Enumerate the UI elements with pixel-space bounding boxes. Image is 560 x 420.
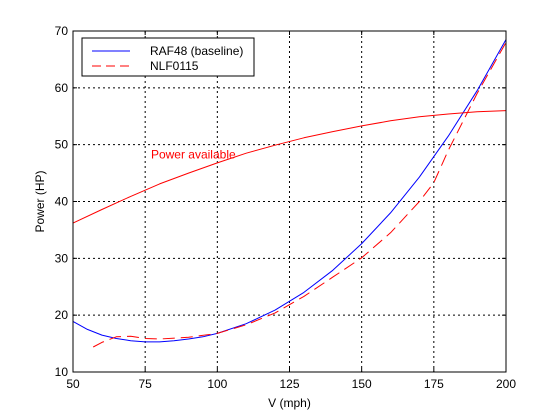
x-tick-label: 100 xyxy=(207,377,227,391)
legend-box xyxy=(81,37,255,77)
grid xyxy=(73,31,506,372)
x-tick-label: 150 xyxy=(352,377,372,391)
series-line-power-available xyxy=(72,110,507,224)
y-tick-label: 40 xyxy=(55,195,69,209)
y-axis-label: Power (HP) xyxy=(33,170,47,232)
x-tick-label: 175 xyxy=(424,377,444,391)
x-tick-label: 50 xyxy=(66,377,80,391)
legend-label-raf48: RAF48 (baseline) xyxy=(150,44,243,58)
y-tick-label: 50 xyxy=(55,138,69,152)
ticks: 50 75 100 125 150 175 200 10 20 30 40 50 60 70 xyxy=(55,24,517,391)
legend-label-nlf0115: NLF0115 xyxy=(150,59,199,73)
y-tick-label: 30 xyxy=(55,251,69,265)
series-layer xyxy=(72,39,507,348)
series-line-nlf0115 xyxy=(92,42,507,348)
x-axis-label: V (mph) xyxy=(268,396,311,410)
x-tick-label: 200 xyxy=(496,377,516,391)
y-tick-label: 70 xyxy=(55,24,69,38)
annotation-power-available: Power available xyxy=(151,147,236,161)
x-tick-label: 125 xyxy=(279,377,299,391)
x-tick-label: 75 xyxy=(138,377,152,391)
y-tick-label: 60 xyxy=(55,81,69,95)
legend: RAF48 (baseline) NLF0115 xyxy=(81,37,255,77)
y-tick-label: 10 xyxy=(55,365,69,379)
annotation-layer: Power available xyxy=(151,147,236,161)
y-tick-label: 20 xyxy=(55,308,69,322)
